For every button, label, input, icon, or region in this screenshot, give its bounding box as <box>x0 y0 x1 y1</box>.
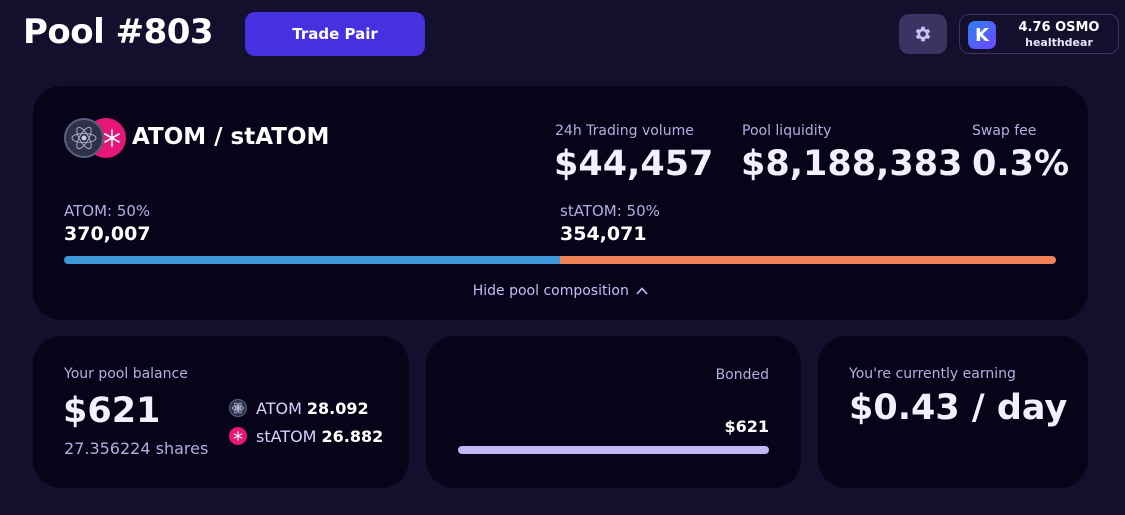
pool-balance-label: Your pool balance <box>64 366 188 382</box>
asset-amount: 26.882 <box>321 426 384 446</box>
atom-composition-segment <box>64 256 560 264</box>
pool-liquidity-label: Pool liquidity <box>742 123 832 139</box>
atom-icon <box>64 118 104 158</box>
swap-fee-value: 0.3% <box>972 144 1070 184</box>
bonded-amount: $621 <box>724 417 769 436</box>
bonded-label: Bonded <box>715 367 769 383</box>
balance-asset-atom: ATOM 28.092 <box>229 398 369 418</box>
bonded-card: Bonded $621 <box>426 336 801 488</box>
atom-icon <box>229 399 247 417</box>
hide-pool-composition-label: Hide pool composition <box>472 283 629 299</box>
pair-token-icons <box>64 118 126 160</box>
wallet-balance: 4.76 OSMO <box>1018 20 1100 35</box>
bonded-progress-bar <box>458 446 769 454</box>
asset-name: ATOM <box>256 398 302 418</box>
chevron-up-icon <box>636 287 648 295</box>
statom-share-label: stATOM: 50% <box>560 202 660 220</box>
pool-balance-card: Your pool balance $621 27.356224 shares … <box>33 336 409 488</box>
pool-pair-name: ATOM / stATOM <box>132 124 330 150</box>
trading-volume-value: $44,457 <box>554 144 714 184</box>
wallet-button[interactable]: K 4.76 OSMO healthdear <box>959 14 1119 54</box>
pool-liquidity-value: $8,188,383 <box>741 144 963 184</box>
atom-amount: 370,007 <box>64 223 151 245</box>
wallet-username: healthdear <box>1025 36 1093 49</box>
asset-name: stATOM <box>256 426 317 446</box>
asset-amount: 28.092 <box>306 398 369 418</box>
trade-pair-button[interactable]: Trade Pair <box>245 12 425 56</box>
hide-pool-composition-link[interactable]: Hide pool composition <box>33 283 1088 299</box>
composition-bar <box>64 256 1056 264</box>
balance-asset-statom: stATOM 26.882 <box>229 426 383 446</box>
statom-amount: 354,071 <box>560 223 647 245</box>
pool-shares: 27.356224 shares <box>64 439 209 458</box>
earning-label: You're currently earning <box>849 366 1016 382</box>
earning-card: You're currently earning $0.43 / day <box>818 336 1088 488</box>
swap-fee-label: Swap fee <box>972 123 1037 139</box>
page-title: Pool #803 <box>23 12 214 52</box>
trading-volume-label: 24h Trading volume <box>555 123 694 139</box>
keplr-wallet-icon: K <box>968 21 996 49</box>
statom-composition-segment <box>560 256 1056 264</box>
settings-button[interactable] <box>899 14 947 54</box>
pool-balance-value: $621 <box>63 391 161 431</box>
pool-overview-card: ATOM / stATOM 24h Trading volume $44,457… <box>33 86 1088 320</box>
statom-icon <box>229 427 247 445</box>
gear-icon <box>915 26 931 42</box>
earning-value: $0.43 / day <box>849 388 1068 428</box>
atom-share-label: ATOM: 50% <box>64 202 151 220</box>
